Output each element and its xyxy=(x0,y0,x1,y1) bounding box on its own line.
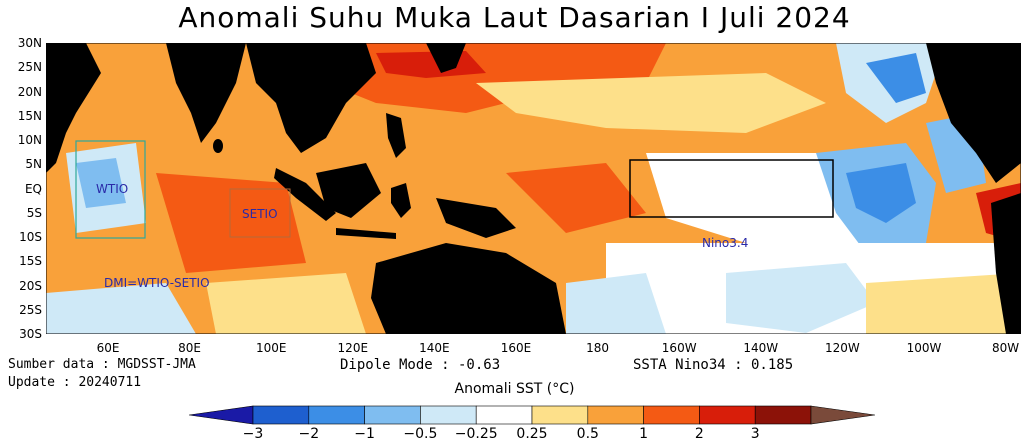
setio-box xyxy=(229,188,291,238)
map-title: Anomali Suhu Muka Laut Dasarian I Juli 2… xyxy=(178,1,851,34)
lat-label: 25S xyxy=(19,302,42,317)
lon-label: 140W xyxy=(743,341,779,355)
colorbar-tick-label: 0.5 xyxy=(576,426,599,442)
colorbar-tick-label: −1 xyxy=(354,426,375,442)
anomaly-cold-northeast xyxy=(866,53,926,103)
anomaly-cold-east xyxy=(846,163,916,223)
colorbar-segment xyxy=(252,405,310,425)
colorbar-tick-label: −2 xyxy=(298,426,320,442)
anomaly-cool-south xyxy=(726,263,876,333)
lat-label: 5N xyxy=(25,157,42,172)
colorbar-segment xyxy=(189,405,254,425)
landmasses xyxy=(46,43,1021,334)
colorbar-tick-label: 1 xyxy=(639,426,649,442)
land-sri-lanka xyxy=(213,139,223,153)
colorbar-segment xyxy=(308,405,365,425)
data-source-text: Sumber data : MGDSST-JMA xyxy=(8,357,196,372)
lat-label: 30S xyxy=(19,327,42,341)
colorbar-segment xyxy=(364,405,421,425)
colorbar-segment xyxy=(699,405,756,425)
colorbar-segment xyxy=(810,405,875,425)
anomaly-weak-southeast xyxy=(866,273,1021,334)
nino34-box xyxy=(629,159,834,218)
colorbar-tick-label: −0.25 xyxy=(454,426,498,442)
lon-label: 80W xyxy=(992,341,1020,355)
land-java xyxy=(336,228,396,239)
land-south-america xyxy=(991,193,1021,334)
land-arabia-africa xyxy=(46,43,101,173)
update-text: Update : 20240711 xyxy=(8,375,142,390)
lat-label: 15N xyxy=(17,108,42,123)
land-philippines xyxy=(386,113,406,158)
lon-label: 100W xyxy=(906,341,942,355)
land-sumatra xyxy=(274,168,336,221)
anomaly-weak-north xyxy=(476,73,826,133)
wtio-box xyxy=(75,140,146,239)
colorbar-segment xyxy=(754,405,812,425)
lon-label: 140E xyxy=(419,341,450,355)
lon-label: 160E xyxy=(500,341,532,355)
land-sulawesi xyxy=(391,183,411,218)
colorbar-title: Anomali SST (°C) xyxy=(454,381,575,397)
lon-label: 120E xyxy=(337,341,369,355)
setio-label: SETIO xyxy=(242,207,278,221)
land-japan xyxy=(426,43,466,73)
lat-label: 5S xyxy=(26,205,42,220)
lon-label: 100E xyxy=(255,341,287,355)
colorbar-segment xyxy=(420,405,477,425)
lon-label: 120W xyxy=(825,341,860,355)
colorbar-segment xyxy=(475,405,533,425)
colorbar-tick-label: 0.25 xyxy=(516,426,548,442)
lat-label: 15S xyxy=(19,254,42,269)
colorbar-segment xyxy=(531,405,589,425)
colorbar-tick-label: −0.5 xyxy=(403,426,438,442)
anomaly-cool-southwest xyxy=(46,283,196,334)
colorbar-tick-label: 3 xyxy=(750,426,760,442)
land-india xyxy=(166,43,246,143)
dipole-mode-text: Dipole Mode : -0.63 xyxy=(340,357,501,373)
lon-label: 180 xyxy=(586,341,610,355)
wtio-label: WTIO xyxy=(96,182,128,196)
lat-label: 10N xyxy=(17,133,42,147)
colorbar-tick-label: −3 xyxy=(242,426,264,442)
lon-label: 80E xyxy=(178,341,202,355)
nino34-label: Nino3.4 xyxy=(702,236,748,250)
land-new-guinea xyxy=(436,198,516,238)
land-southeast-asia xyxy=(246,43,376,153)
land-australia xyxy=(371,243,566,334)
lat-label: 30N xyxy=(17,36,42,50)
lat-label: 25N xyxy=(17,60,42,75)
anomaly-weak-south-indian xyxy=(206,273,366,334)
land-central-america xyxy=(926,43,1021,183)
lat-label: 20S xyxy=(19,278,42,293)
colorbar xyxy=(189,405,875,425)
lat-label: 20N xyxy=(17,84,42,99)
ssta-nino34-text: SSTA Nino34 : 0.185 xyxy=(633,357,794,373)
lon-label: 60E xyxy=(96,341,120,355)
lon-label: 160W xyxy=(661,341,697,355)
sst-anomaly-map: WTIO SETIO Nino3.4 DMI=WTIO-SETIO xyxy=(46,43,1021,334)
anomaly-cool-south-pacific xyxy=(566,273,666,334)
dmi-label: DMI=WTIO-SETIO xyxy=(104,276,210,290)
colorbar-segment xyxy=(643,405,700,425)
land-borneo xyxy=(316,163,381,218)
colorbar-segment xyxy=(587,405,644,425)
anomaly-warm-indian xyxy=(156,173,306,273)
lat-label: 10S xyxy=(19,230,42,244)
lat-label: EQ xyxy=(24,181,42,196)
anomaly-cool-wtio xyxy=(76,158,126,208)
anomaly-warm-pacific xyxy=(506,163,646,233)
colorbar-tick-label: 2 xyxy=(694,426,704,442)
